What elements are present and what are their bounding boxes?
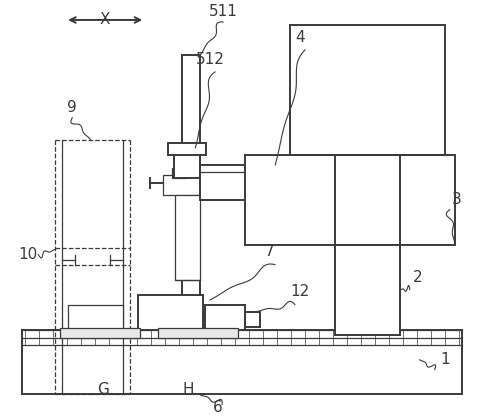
Bar (172, 168, 186, 178)
Bar (60, 327, 140, 337)
Bar (22, 329, 461, 394)
Bar (175, 195, 200, 280)
Bar (182, 55, 200, 334)
Text: 10: 10 (19, 247, 38, 262)
Bar (68, 304, 123, 337)
Text: G: G (97, 382, 109, 397)
Text: 6: 6 (213, 400, 223, 415)
Bar (163, 175, 200, 195)
Bar (290, 25, 445, 155)
Bar (168, 143, 206, 155)
Text: X: X (100, 13, 110, 28)
Bar (205, 304, 245, 329)
Bar (174, 148, 200, 178)
Bar (200, 165, 275, 200)
Text: 9: 9 (67, 100, 77, 116)
Text: 512: 512 (196, 53, 224, 68)
Bar (245, 155, 455, 245)
Text: 2: 2 (413, 270, 423, 285)
Text: 7: 7 (265, 244, 275, 259)
Bar (138, 294, 203, 329)
Bar (245, 311, 260, 327)
Text: 511: 511 (209, 5, 238, 20)
Text: 3: 3 (452, 192, 461, 207)
Text: 12: 12 (290, 284, 309, 299)
Bar (335, 245, 400, 334)
Bar (158, 327, 238, 337)
Text: 1: 1 (440, 352, 450, 367)
Text: 4: 4 (295, 30, 305, 45)
Text: H: H (183, 382, 194, 397)
